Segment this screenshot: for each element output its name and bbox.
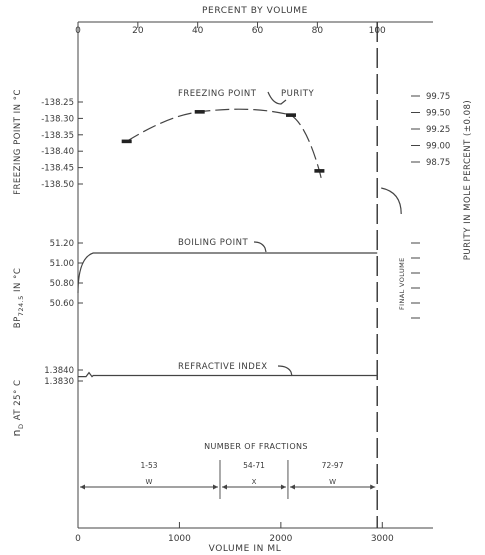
fraction-grade-label: W — [329, 478, 336, 486]
boiling-point-axis-tick-label: 51.20 — [50, 239, 74, 249]
refractive-index-axis-tick-label: 1.3840 — [44, 366, 74, 376]
purity-axis-tick-label: 99.75 — [426, 92, 450, 102]
fraction-arrowhead-right — [370, 484, 376, 490]
final-volume-arrow — [381, 187, 402, 215]
fraction-range-label: 1-53 — [140, 461, 157, 470]
top-axis-title: PERCENT BY VOLUME — [202, 6, 308, 16]
purity-axis-tick-label: 98.75 — [426, 158, 450, 168]
boiling-point-axis-tick-label: 50.80 — [50, 279, 74, 289]
fraction-arrowhead-left — [222, 484, 227, 490]
freezing-point-axis-tick-label: -138.35 — [41, 131, 74, 141]
purity-axis-tick-label: 99.00 — [426, 142, 450, 152]
refractive-index-axis-tick-label: 1.3830 — [44, 377, 74, 387]
fractions-table: 1-53 W 54-71 X 72-97 W — [80, 460, 376, 499]
refractive-index-leader — [277, 365, 293, 377]
purity-label: PURITY — [281, 89, 314, 99]
boiling-point-axis-title-rest: IN °C — [13, 268, 23, 295]
freezing-point-axis-tick-label: -138.40 — [41, 147, 74, 157]
boiling-point-leader — [253, 241, 267, 253]
refractive-index-curve — [78, 371, 378, 378]
freezing-point-markers — [121, 110, 325, 173]
boiling-point-curve — [77, 252, 378, 294]
boiling-point-axis-title-main: BP — [13, 316, 23, 328]
fraction-arrowhead-right — [213, 484, 218, 490]
freezing-point-axis-tick-label: -138.50 — [41, 180, 74, 190]
boiling-point-label: BOILING POINT — [178, 238, 248, 248]
freezing-point-axis-title: FREEZING POINT IN °C — [13, 89, 23, 195]
top-axis-tick-label: 80 — [312, 26, 324, 36]
boiling-point-axis-tick-label: 51.00 — [50, 259, 74, 269]
fractions-title: NUMBER OF FRACTIONS — [204, 442, 308, 451]
bottom-axis: 0 1000 2000 3000 — [75, 522, 394, 544]
purity-leader — [267, 91, 287, 105]
bottom-axis-tick-label: 2000 — [269, 534, 292, 544]
top-axis-tick-label: 20 — [132, 26, 144, 36]
boiling-point-axis-tick-label: 50.60 — [50, 299, 74, 309]
refractive-index-label: REFRACTIVE INDEX — [178, 362, 268, 372]
fraction-grade-bg — [143, 476, 155, 486]
bottom-axis-tick-label: 1000 — [168, 534, 191, 544]
refractive-index-axis-title-main: n — [10, 429, 23, 436]
freezing-point-label: FREEZING POINT — [178, 89, 257, 99]
fraction-grade-label: X — [252, 478, 257, 486]
fraction-grade-bg — [326, 476, 339, 486]
refractive-index-axis-title-rest: AT 25° C — [13, 380, 23, 424]
top-axis-tick-label: 40 — [192, 26, 204, 36]
purity-axis-tick-label: 99.25 — [426, 125, 450, 135]
top-axis-tick-label: 0 — [75, 26, 81, 36]
fraction-arrowhead-left — [80, 484, 85, 490]
purity-axis-title: PURITY IN MOLE PERCENT (±0.08) — [463, 100, 473, 260]
top-axis: 020406080100 — [75, 22, 386, 36]
freezing-point-axis-tick-label: -138.45 — [41, 164, 74, 174]
refractive-index-axis-title-sub: D — [17, 423, 25, 429]
purity-axis: 99.75 99.50 99.25 99.00 98.75 — [411, 92, 450, 319]
freezing-point-marker — [121, 139, 132, 144]
purity-axis-tick-label: 99.50 — [426, 109, 450, 119]
freezing-point-marker — [286, 113, 296, 117]
freezing-point-marker — [194, 110, 205, 114]
freezing-point-axis: -138.25 -138.30 -138.35 -138.40 -138.45 -138.… — [41, 98, 83, 190]
boiling-point-axis: 51.20 51.00 50.80 50.60 — [50, 239, 83, 309]
boiling-point-axis-title: BP724.5 IN °C — [13, 268, 25, 329]
top-axis-tick-label: 60 — [252, 26, 264, 36]
fraction-grade-label: W — [146, 478, 153, 486]
freezing-point-axis-tick-label: -138.30 — [41, 114, 74, 124]
fraction-arrowhead-right — [280, 484, 286, 490]
final-volume-label: FINAL VOLUME — [398, 257, 406, 310]
freezing-point-marker — [314, 169, 325, 173]
freezing-point-axis-tick-label: -138.25 — [41, 98, 74, 108]
freezing-point-curve — [126, 108, 323, 180]
bottom-axis-tick-label: 0 — [75, 534, 81, 544]
fraction-arrowhead-left — [289, 484, 295, 490]
fraction-range-label: 72-97 — [322, 461, 344, 470]
fraction-range-label: 54-71 — [243, 461, 265, 470]
boiling-point-axis-title-sub: 724.5 — [17, 295, 25, 316]
fraction-grade-bg — [247, 476, 260, 486]
bottom-axis-tick-label: 3000 — [371, 534, 394, 544]
bottom-axis-title: VOLUME IN ML — [209, 544, 282, 554]
refractive-index-axis-title: nD AT 25° C — [10, 380, 25, 437]
